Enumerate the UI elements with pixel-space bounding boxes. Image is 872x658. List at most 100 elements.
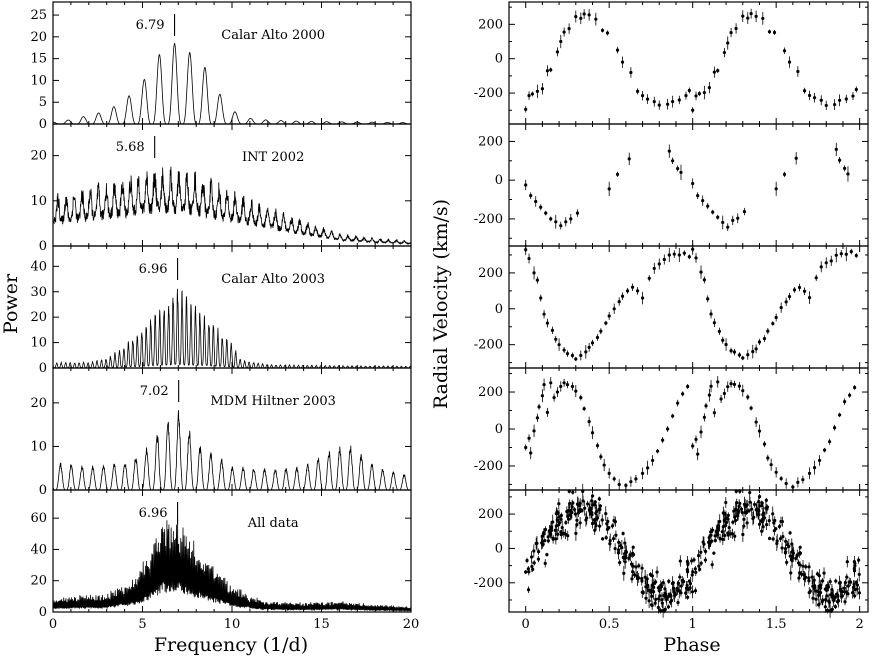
radial-velocity-column: -2000200-2000200-2000200-2000200-2000200… <box>474 1 869 632</box>
rv-point <box>722 518 726 523</box>
rv-point <box>713 534 717 538</box>
rv-point <box>854 253 858 258</box>
y-tick-label: 10 <box>30 73 47 88</box>
rv-point <box>640 94 645 98</box>
rv-point <box>693 567 697 571</box>
rv-point <box>827 600 831 604</box>
rv-point <box>702 278 706 282</box>
rv-point <box>846 172 850 176</box>
y-tick-label: 10 <box>30 439 47 454</box>
rv-point <box>645 466 650 470</box>
rv-point <box>808 589 812 593</box>
rv-point <box>774 470 778 474</box>
rv-point <box>802 89 807 93</box>
rv-point <box>741 389 745 393</box>
rv-point <box>678 575 682 579</box>
rv-point <box>794 156 798 160</box>
rv-point <box>573 512 577 516</box>
rv-point <box>716 380 720 384</box>
rv-point <box>814 276 818 280</box>
rv-point <box>766 456 770 460</box>
rv-point <box>843 400 847 404</box>
rv-point <box>765 523 769 527</box>
rv-point <box>624 483 628 487</box>
rv-point <box>597 497 601 501</box>
rv-point <box>559 517 563 521</box>
rv-point <box>735 514 739 518</box>
rv-point <box>833 595 837 600</box>
rv-point <box>549 526 553 531</box>
rv-point <box>595 444 600 448</box>
rv-point <box>598 524 602 528</box>
rv-point <box>526 567 530 571</box>
rv-point <box>680 578 684 583</box>
rv-point <box>555 390 560 394</box>
rv-point <box>547 529 552 533</box>
right-y-axis-label: Radial Velocity (km/s) <box>430 199 452 409</box>
rv-point <box>652 100 656 104</box>
rv-point <box>726 41 730 45</box>
rv-point <box>709 384 713 388</box>
y-tick-label: 0 <box>495 52 503 67</box>
rv-point <box>824 261 828 265</box>
rv-point <box>576 511 580 515</box>
rv-point <box>842 590 847 594</box>
rv-point <box>815 572 820 576</box>
rv-point <box>726 225 730 229</box>
rv-point <box>607 314 611 318</box>
y-tick-label: 0 <box>39 117 47 132</box>
rv-point <box>732 382 737 386</box>
rv-point <box>777 524 782 529</box>
rv-point <box>590 341 595 345</box>
y-tick-label: -200 <box>474 459 503 474</box>
rv-point <box>829 593 833 597</box>
rv-point <box>746 16 750 20</box>
rv-point <box>767 536 772 541</box>
rv-panel-3: -200 0 200 <box>474 367 869 491</box>
rv-point <box>583 506 587 510</box>
rv-point <box>559 224 563 228</box>
rv-point <box>812 578 816 582</box>
rv-point <box>565 383 570 387</box>
rv-point <box>666 595 670 599</box>
rv-point <box>732 509 736 513</box>
rv-point <box>536 550 541 554</box>
rv-point <box>627 157 631 161</box>
rv-point <box>580 509 584 513</box>
rv-point <box>743 510 747 515</box>
rv-point <box>802 289 807 293</box>
rv-point <box>827 440 832 444</box>
rv-point <box>631 570 635 574</box>
rv-point <box>821 579 825 583</box>
rv-point <box>617 482 621 487</box>
x-tick-label: 0 <box>522 617 530 632</box>
rv-point <box>844 252 848 256</box>
rv-point <box>559 513 563 518</box>
rv-point <box>671 100 675 104</box>
rv-point <box>673 593 677 598</box>
rv-point <box>749 406 753 410</box>
rv-point <box>653 601 657 605</box>
rv-point <box>837 581 842 585</box>
rv-point <box>742 517 746 521</box>
rv-point <box>651 458 655 463</box>
rv-point <box>747 509 751 513</box>
rv-point <box>600 537 605 541</box>
rv-point <box>851 94 855 98</box>
rv-point <box>565 352 570 356</box>
rv-point <box>587 345 591 349</box>
rv-point <box>587 13 591 17</box>
rv-point <box>672 252 676 256</box>
periodogram-trace <box>52 166 412 246</box>
rv-point <box>734 26 738 31</box>
rv-point <box>574 531 578 535</box>
rv-point <box>779 476 783 481</box>
rv-point <box>560 526 564 530</box>
rv-point <box>605 31 610 35</box>
rv-point <box>746 353 750 357</box>
rv-point <box>729 382 733 386</box>
rv-point <box>784 539 788 543</box>
rv-point <box>657 103 661 107</box>
rv-panel-2: -200 0 200 <box>474 243 869 369</box>
rv-point <box>657 262 661 266</box>
